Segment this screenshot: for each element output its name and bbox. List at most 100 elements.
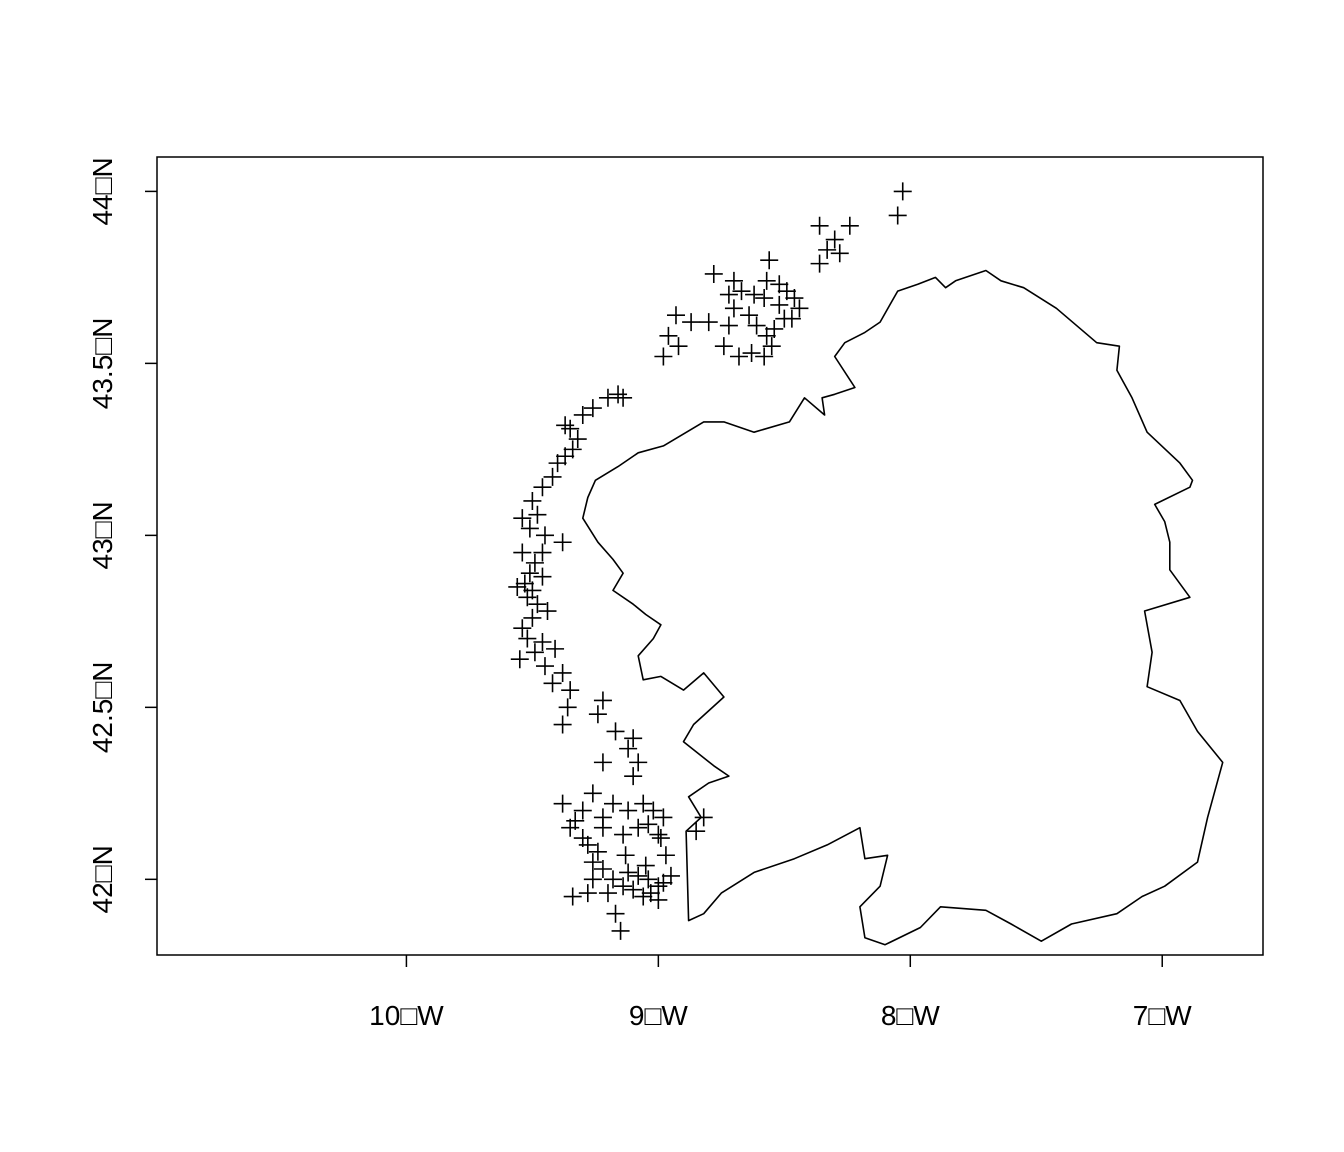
observation-point	[840, 216, 859, 235]
observation-point	[573, 405, 592, 424]
observation-point	[629, 866, 648, 885]
observation-point	[513, 543, 532, 562]
observation-point	[629, 818, 648, 837]
observation-point	[619, 739, 638, 758]
observation-point	[520, 519, 539, 538]
observation-point	[649, 825, 668, 844]
observation-point	[588, 842, 607, 861]
observation-point	[535, 526, 554, 545]
observation-point	[724, 271, 743, 290]
observation-point	[682, 313, 701, 332]
observation-point	[561, 419, 580, 438]
observation-point	[810, 216, 829, 235]
observation-point	[699, 313, 718, 332]
observation-point	[543, 467, 562, 486]
observation-point	[654, 347, 673, 366]
y-tick-label: 43.5□N	[87, 318, 118, 410]
observation-point	[654, 873, 673, 892]
observation-point	[619, 863, 638, 882]
observation-point	[755, 347, 774, 366]
observation-point	[553, 794, 572, 813]
observation-point	[659, 326, 678, 345]
observation-point	[578, 884, 597, 903]
observation-point	[742, 344, 761, 363]
observation-point	[651, 829, 670, 848]
observation-point	[624, 729, 643, 748]
observation-point	[893, 182, 912, 201]
observation-point	[593, 691, 612, 710]
y-tick-label: 44□N	[87, 157, 118, 225]
observation-point	[525, 643, 544, 662]
observation-point	[518, 629, 537, 648]
observation-point	[614, 825, 633, 844]
observation-point	[654, 808, 673, 827]
observation-point	[619, 801, 638, 820]
observation-point	[606, 722, 625, 741]
observation-point	[593, 753, 612, 772]
observation-point	[666, 306, 685, 325]
observation-point	[729, 347, 748, 366]
observation-point	[624, 880, 643, 899]
observation-point	[533, 478, 552, 497]
observation-point	[553, 533, 572, 552]
observation-point	[611, 921, 630, 940]
observation-point	[528, 595, 547, 614]
observation-point	[624, 767, 643, 786]
observation-point	[719, 285, 738, 304]
observation-point	[740, 306, 759, 325]
observation-point	[644, 801, 663, 820]
x-tick-label: 7□W	[1133, 1000, 1192, 1031]
observation-point	[535, 657, 554, 676]
observation-point	[561, 681, 580, 700]
observation-point	[634, 887, 653, 906]
observation-point	[604, 794, 623, 813]
observation-point	[583, 399, 602, 418]
observation-point	[588, 705, 607, 724]
observation-point	[614, 877, 633, 896]
observation-point	[757, 271, 776, 290]
observation-point	[616, 846, 635, 865]
observation-point	[593, 808, 612, 827]
observation-point	[553, 715, 572, 734]
observation-point	[598, 884, 617, 903]
observation-point	[593, 860, 612, 879]
observation-point	[810, 254, 829, 273]
observation-point	[604, 870, 623, 889]
y-tick-label: 42.5□N	[87, 662, 118, 754]
observation-point	[518, 588, 537, 607]
observation-point	[639, 815, 658, 834]
x-tick-label: 8□W	[881, 1000, 940, 1031]
observation-point	[755, 289, 774, 308]
observation-point	[609, 385, 628, 404]
observation-point	[634, 794, 653, 813]
observation-point	[528, 505, 547, 524]
observation-point	[543, 674, 562, 693]
observation-point	[825, 230, 844, 249]
observation-point	[558, 698, 577, 717]
observation-point	[785, 289, 804, 308]
observation-point	[508, 577, 527, 596]
observation-point	[770, 295, 789, 314]
observation-point	[583, 870, 602, 889]
observation-point	[641, 884, 660, 903]
observation-point	[719, 316, 738, 335]
y-tick-label: 43□N	[87, 501, 118, 569]
observation-point	[775, 309, 794, 328]
observation-point	[548, 454, 567, 473]
observation-point	[566, 811, 585, 830]
observation-point	[830, 244, 849, 263]
observation-point	[515, 574, 534, 593]
observation-point	[747, 316, 766, 335]
observation-point	[556, 447, 575, 466]
observation-point	[614, 388, 633, 407]
points-layer	[508, 182, 912, 940]
observation-point	[636, 856, 655, 875]
observation-point	[573, 829, 592, 848]
observation-point	[563, 440, 582, 459]
observation-point	[523, 608, 542, 627]
observation-point	[732, 282, 751, 301]
observation-point	[694, 808, 713, 827]
coastline-outline	[582, 269, 1224, 946]
observation-point	[790, 299, 809, 318]
axes-layer: 10□W 9□W 8□W 7□W 42□N 42.5□N 43□N 43.5□N 44□N	[87, 157, 1192, 1031]
